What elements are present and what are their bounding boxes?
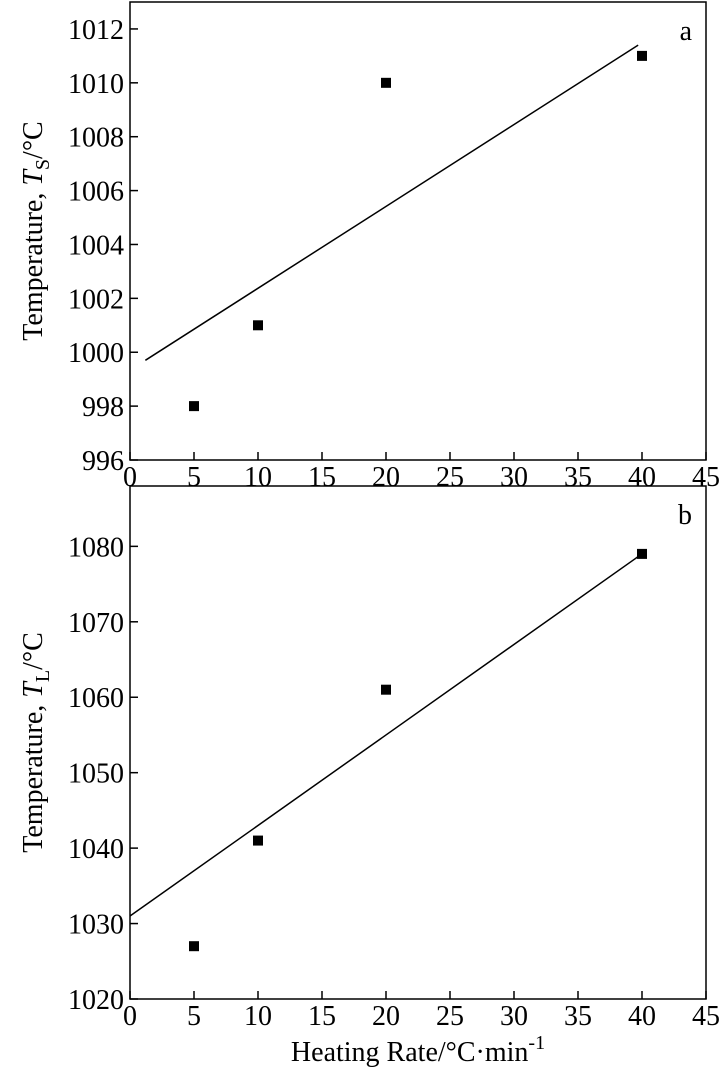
y-tick-label: 1002 [68,284,124,315]
y-axis-label: Temperature, TS/°C [18,121,54,340]
y-tick-label: 998 [82,392,124,423]
x-tick-label: 40 [628,1001,656,1032]
y-tick-label: 1050 [68,759,124,790]
y-label-subscript: S [32,159,54,170]
y-tick-label: 1040 [68,834,124,865]
y-label-text: Temperature, [18,698,49,853]
y-label-unit: /°C [18,632,49,670]
point [637,50,647,61]
y-tick-label: 1080 [68,532,124,563]
point [253,835,263,846]
point [381,77,391,88]
point [637,548,647,559]
y-axis-label: Temperature, TL/°C [18,632,54,853]
panel-label: b [678,500,692,531]
x-tick-label: 20 [372,462,400,493]
y-tick-label: 1030 [68,910,124,941]
x-tick-label: 30 [500,462,528,493]
x-tick-label: 25 [436,462,464,493]
y-label-symbol: T [18,680,49,698]
y-label-unit: /°C [18,121,49,159]
y-tick-label: 1000 [68,338,124,369]
x-tick-label: 45 [692,1001,720,1032]
y-tick-label: 1020 [68,985,124,1016]
fit-line [144,44,639,361]
fit-line [129,553,643,917]
y-label-symbol: T [18,168,49,186]
x-tick-label: 40 [628,462,656,493]
point [253,320,263,331]
y-tick-label: 996 [82,446,124,477]
x-tick-label: 35 [564,1001,592,1032]
x-tick-label: 25 [436,1001,464,1032]
plot-frame [129,485,707,1000]
x-tick-label: 30 [500,1001,528,1032]
y-tick-label: 1070 [68,608,124,639]
y-tick-label: 1008 [68,123,124,154]
y-label-subscript: L [32,670,54,682]
y-tick-label: 1012 [68,15,124,46]
x-axis-label: Heating Rate/°C·min-1 [291,1032,545,1068]
x-label-superscript: -1 [528,1032,545,1054]
x-tick-label: 15 [308,1001,336,1032]
x-tick-label: 5 [187,462,201,493]
panel-label: a [680,16,693,47]
y-tick-label: 1010 [68,69,124,100]
x-tick-label: 5 [187,1001,201,1032]
point [381,684,391,695]
y-label-text: Temperature, [18,186,49,341]
x-tick-label: 35 [564,462,592,493]
plot-frame [129,1,707,461]
x-tick-label: 15 [308,462,336,493]
y-tick-label: 1004 [68,230,124,261]
point [189,401,199,412]
x-label-text: Heating Rate/°C·min [291,1037,528,1068]
x-tick-label: 10 [244,1001,272,1032]
x-tick-label: 20 [372,1001,400,1032]
x-tick-label: 0 [123,1001,137,1032]
point [189,941,199,952]
y-tick-label: 1060 [68,683,124,714]
y-tick-label: 1006 [68,177,124,208]
x-tick-label: 10 [244,462,272,493]
